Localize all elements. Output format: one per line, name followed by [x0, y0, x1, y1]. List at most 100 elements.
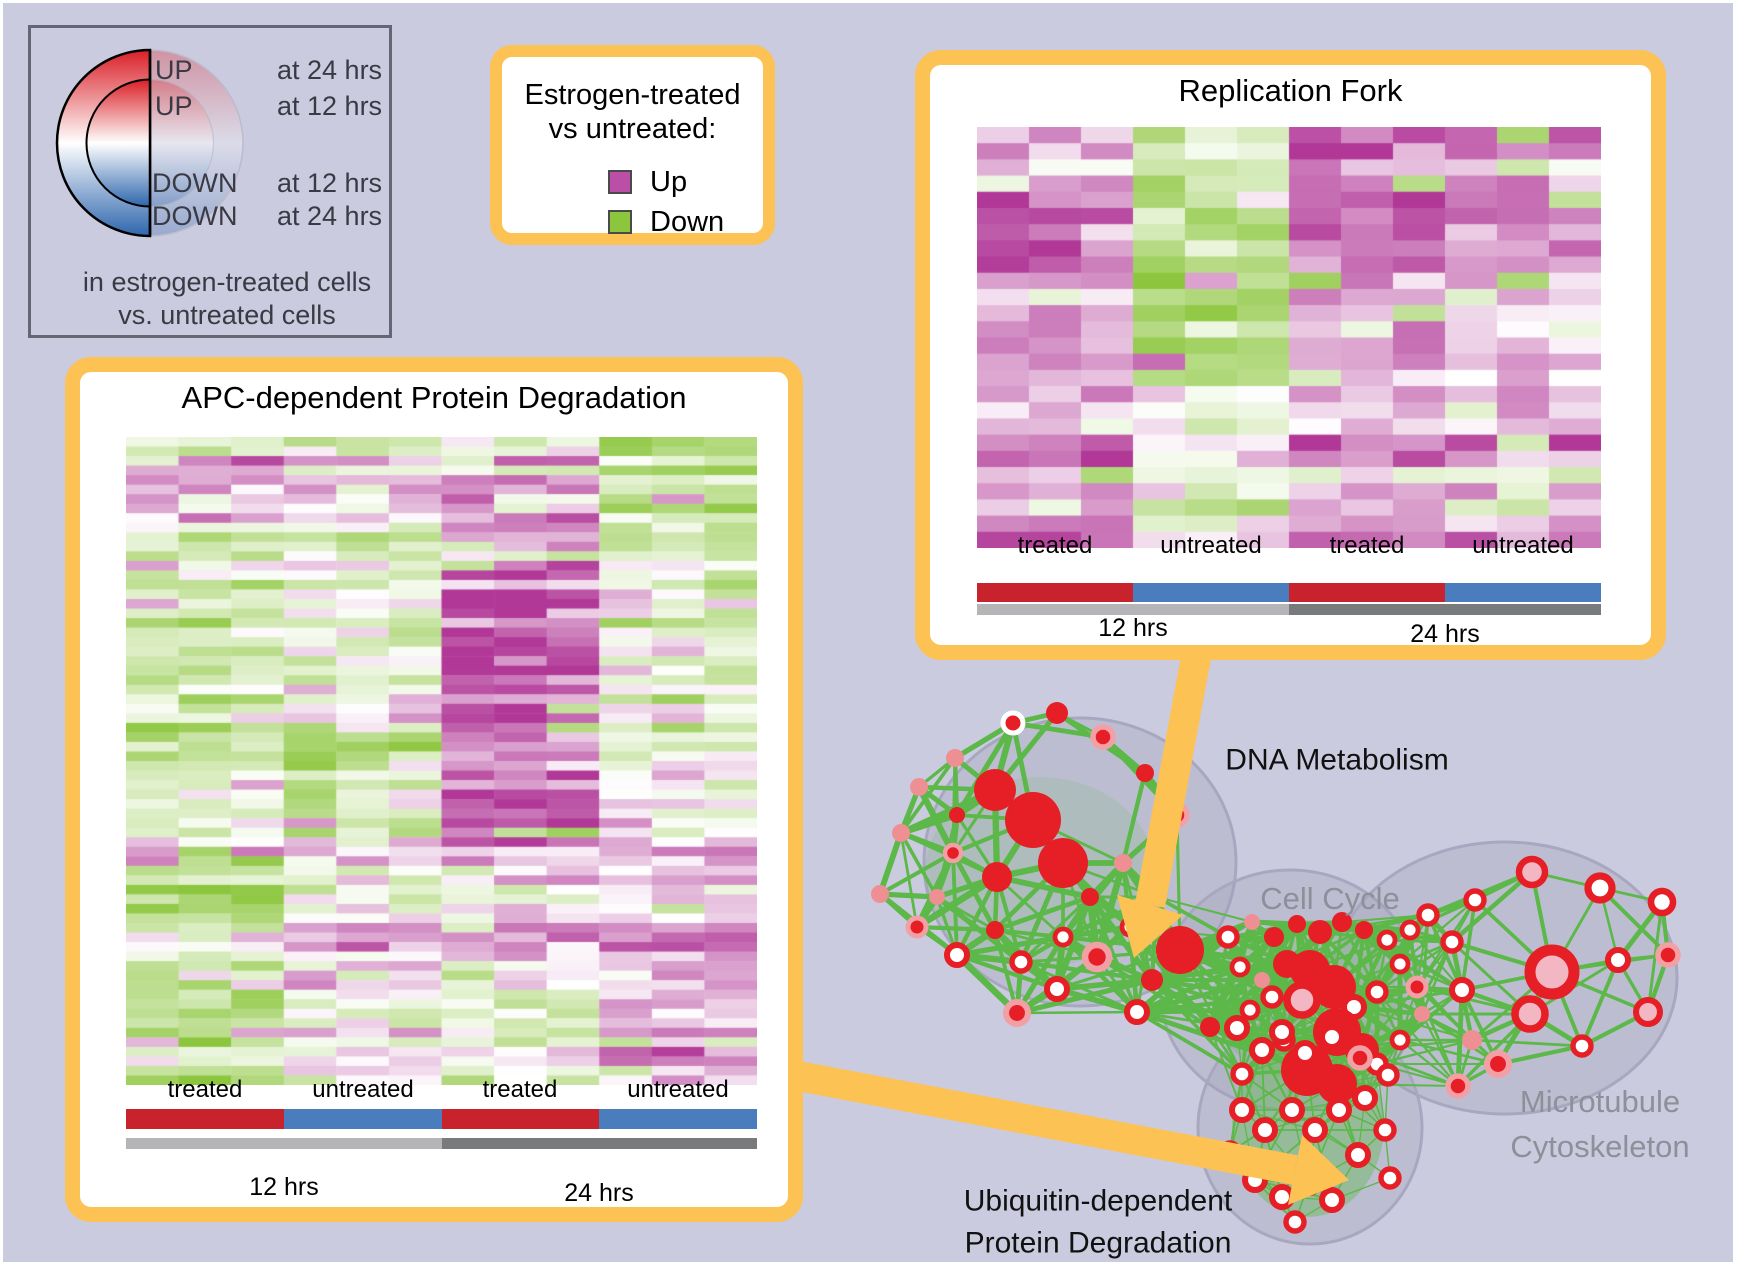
estrogen-legend-title-line1: Estrogen-treated — [524, 79, 741, 111]
network-edge — [1014, 977, 1155, 1016]
network-node-ring — [1570, 1034, 1594, 1058]
network-node-pink — [892, 824, 910, 842]
network-node-ring — [1044, 976, 1070, 1002]
network-node-ring — [1345, 1142, 1371, 1168]
network-edge — [1455, 987, 1465, 1089]
network-node-solid — [1046, 702, 1068, 724]
network-node-ring — [1352, 1085, 1378, 1111]
network-edge — [1135, 1010, 1239, 1030]
concentric-circle-glyph — [55, 48, 244, 238]
network-edge — [1470, 1038, 1584, 1048]
rf-treated-bar-12h — [977, 583, 1133, 602]
network-node-pinkRing — [1347, 1045, 1373, 1071]
network-edge — [950, 850, 998, 933]
network-edge — [1580, 958, 1620, 1048]
apc-12hrs-label: 12 hrs — [249, 1173, 319, 1201]
network-edge — [993, 928, 1019, 1015]
network-node-solid — [1136, 764, 1154, 782]
network-node-solid — [1355, 921, 1373, 939]
network-edge — [1095, 955, 1212, 1029]
down-color-swatch — [608, 210, 632, 234]
network-node-ring — [1249, 1037, 1275, 1063]
rf-12hrs-label: 12 hrs — [1098, 614, 1168, 642]
network-edge — [877, 830, 904, 897]
network-edge — [913, 873, 1001, 931]
inner-circle-left-half — [85, 78, 151, 208]
network-node-pink — [1414, 1006, 1430, 1022]
apc-heatmap — [126, 437, 757, 1085]
network-node-ring — [1279, 1097, 1305, 1123]
apc-24hrs-label: 24 hrs — [564, 1179, 634, 1207]
legend-dir-down-12: DOWN — [152, 168, 238, 198]
network-edge — [1015, 1010, 1139, 1015]
network-node-ring — [1605, 947, 1631, 973]
legend-dir-up-24: UP — [155, 55, 193, 85]
network-node-ring — [1229, 956, 1251, 978]
network-node-ring — [1365, 980, 1389, 1004]
network-edge — [1449, 869, 1535, 945]
apc-group-label-2: untreated — [312, 1076, 414, 1103]
network-node-ring — [1449, 977, 1475, 1003]
network-edge — [1135, 1010, 1244, 1076]
rf-24hrs-label: 24 hrs — [1410, 620, 1480, 648]
network-edge — [1208, 962, 1289, 1029]
network-node-pinkRing — [1002, 998, 1032, 1028]
cell-cycle-label: Cell Cycle — [1260, 881, 1400, 916]
network-node-solid — [1005, 792, 1061, 848]
network-node-pink — [1462, 1030, 1482, 1050]
network-node-ring — [1269, 1019, 1295, 1045]
network-node-ring — [1302, 1117, 1328, 1143]
network-node-ring — [1584, 872, 1616, 904]
network-node-pinkRing — [1655, 942, 1681, 968]
network-edge — [1087, 894, 1155, 983]
network-node-ring — [1052, 926, 1074, 948]
legend-caption-line1: in estrogen-treated cells — [82, 267, 372, 297]
network-node-ring — [1216, 925, 1240, 949]
network-node-pinkCenter — [1633, 997, 1663, 1027]
network-node-ring — [1376, 929, 1398, 951]
rf-12h-span-bar — [977, 604, 1289, 615]
down-label: Down — [650, 206, 725, 238]
network-edge — [1155, 895, 1230, 939]
network-node-ring — [1239, 999, 1261, 1021]
microtubule-label-1: Microtubule — [1520, 1084, 1680, 1119]
rf-group-label-3: treated — [1329, 532, 1405, 559]
network-node-pink — [1114, 854, 1132, 872]
network-edge — [951, 851, 959, 957]
up-color-swatch — [608, 170, 632, 194]
rf-treated-bar-24h — [1289, 583, 1445, 602]
network-edge — [1375, 940, 1454, 994]
network-node-pinkCenter — [1524, 944, 1580, 1000]
apc-group-label-4: untreated — [627, 1076, 729, 1103]
network-node-pinkRing — [942, 842, 964, 864]
rf-24h-span-bar — [1289, 604, 1601, 615]
network-edge — [1495, 1043, 1585, 1067]
network-node-solid — [982, 862, 1012, 892]
network-node-ring — [1124, 999, 1150, 1025]
legend-caption-line2: vs. untreated cells — [118, 300, 336, 330]
network-node-ring — [1440, 930, 1464, 954]
rf-group-label-2: untreated — [1160, 532, 1262, 559]
network-edge — [994, 874, 1093, 900]
network-edge — [1238, 922, 1299, 969]
network-node-solid — [1200, 1017, 1220, 1037]
network-node-ring — [1376, 1063, 1400, 1087]
network-edge — [993, 928, 1065, 939]
network-edge — [1120, 770, 1148, 866]
network-edge — [1134, 1009, 1265, 1057]
network-edge — [1155, 895, 1254, 924]
legend-time-12: at 12 hrs — [277, 91, 383, 121]
network-edge — [1207, 964, 1243, 1030]
network-edge — [954, 720, 1016, 818]
legend-time-down-24: at 24 hrs — [277, 201, 383, 231]
network-edge — [877, 891, 940, 900]
legend-time-down-12: at 12 hrs — [277, 168, 383, 198]
expression-direction-legend: UP at 24 hrs UP at 12 hrs DOWN at 12 hrs… — [28, 25, 392, 338]
network-node-ring — [1373, 1118, 1397, 1142]
network-node-ring — [1229, 1097, 1255, 1123]
network-edge — [899, 831, 939, 899]
replication-fork-heatmap — [977, 127, 1601, 548]
network-node-pinkCenter — [1515, 855, 1549, 889]
legend-dir-down-24: DOWN — [152, 201, 238, 231]
network-node-pink — [871, 885, 889, 903]
